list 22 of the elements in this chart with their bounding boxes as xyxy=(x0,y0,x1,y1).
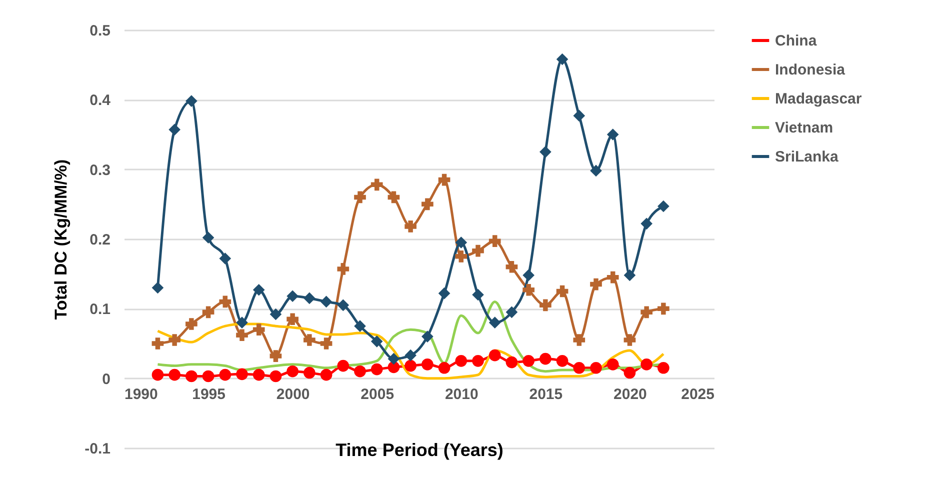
x-tick-label: 2025 xyxy=(681,386,714,403)
legend-label: SriLanka xyxy=(775,148,840,166)
x-tick-label: 1995 xyxy=(192,386,226,403)
y-tick-label: 0.2 xyxy=(90,232,110,248)
legend-label: Vietnam xyxy=(775,120,834,136)
y-tick-label: 0.5 xyxy=(90,22,110,40)
x-tick-label: 2005 xyxy=(360,386,394,403)
y-tick-label: -0.1 xyxy=(84,440,110,458)
y-tick-label: 0.4 xyxy=(90,92,112,110)
x-tick-label: 2020 xyxy=(614,386,647,403)
x-tick-label: 2010 xyxy=(444,386,478,403)
y-tick-label: 0 xyxy=(102,370,110,388)
legend-label: Madagascar xyxy=(775,90,862,108)
x-tick-label: 2015 xyxy=(529,386,563,403)
y-tick-label: 0.1 xyxy=(90,301,110,318)
legend-label: China xyxy=(775,32,818,50)
x-axis-title: Time Period (Years) xyxy=(336,440,504,460)
x-tick-label: 1990 xyxy=(124,386,158,403)
x-tick-label: 2000 xyxy=(276,386,310,403)
legend-label: Indonesia xyxy=(775,62,846,78)
y-tick-label: 0.3 xyxy=(90,162,110,179)
y-axis-title: Total DC (Kg/MM/%) xyxy=(52,159,71,320)
